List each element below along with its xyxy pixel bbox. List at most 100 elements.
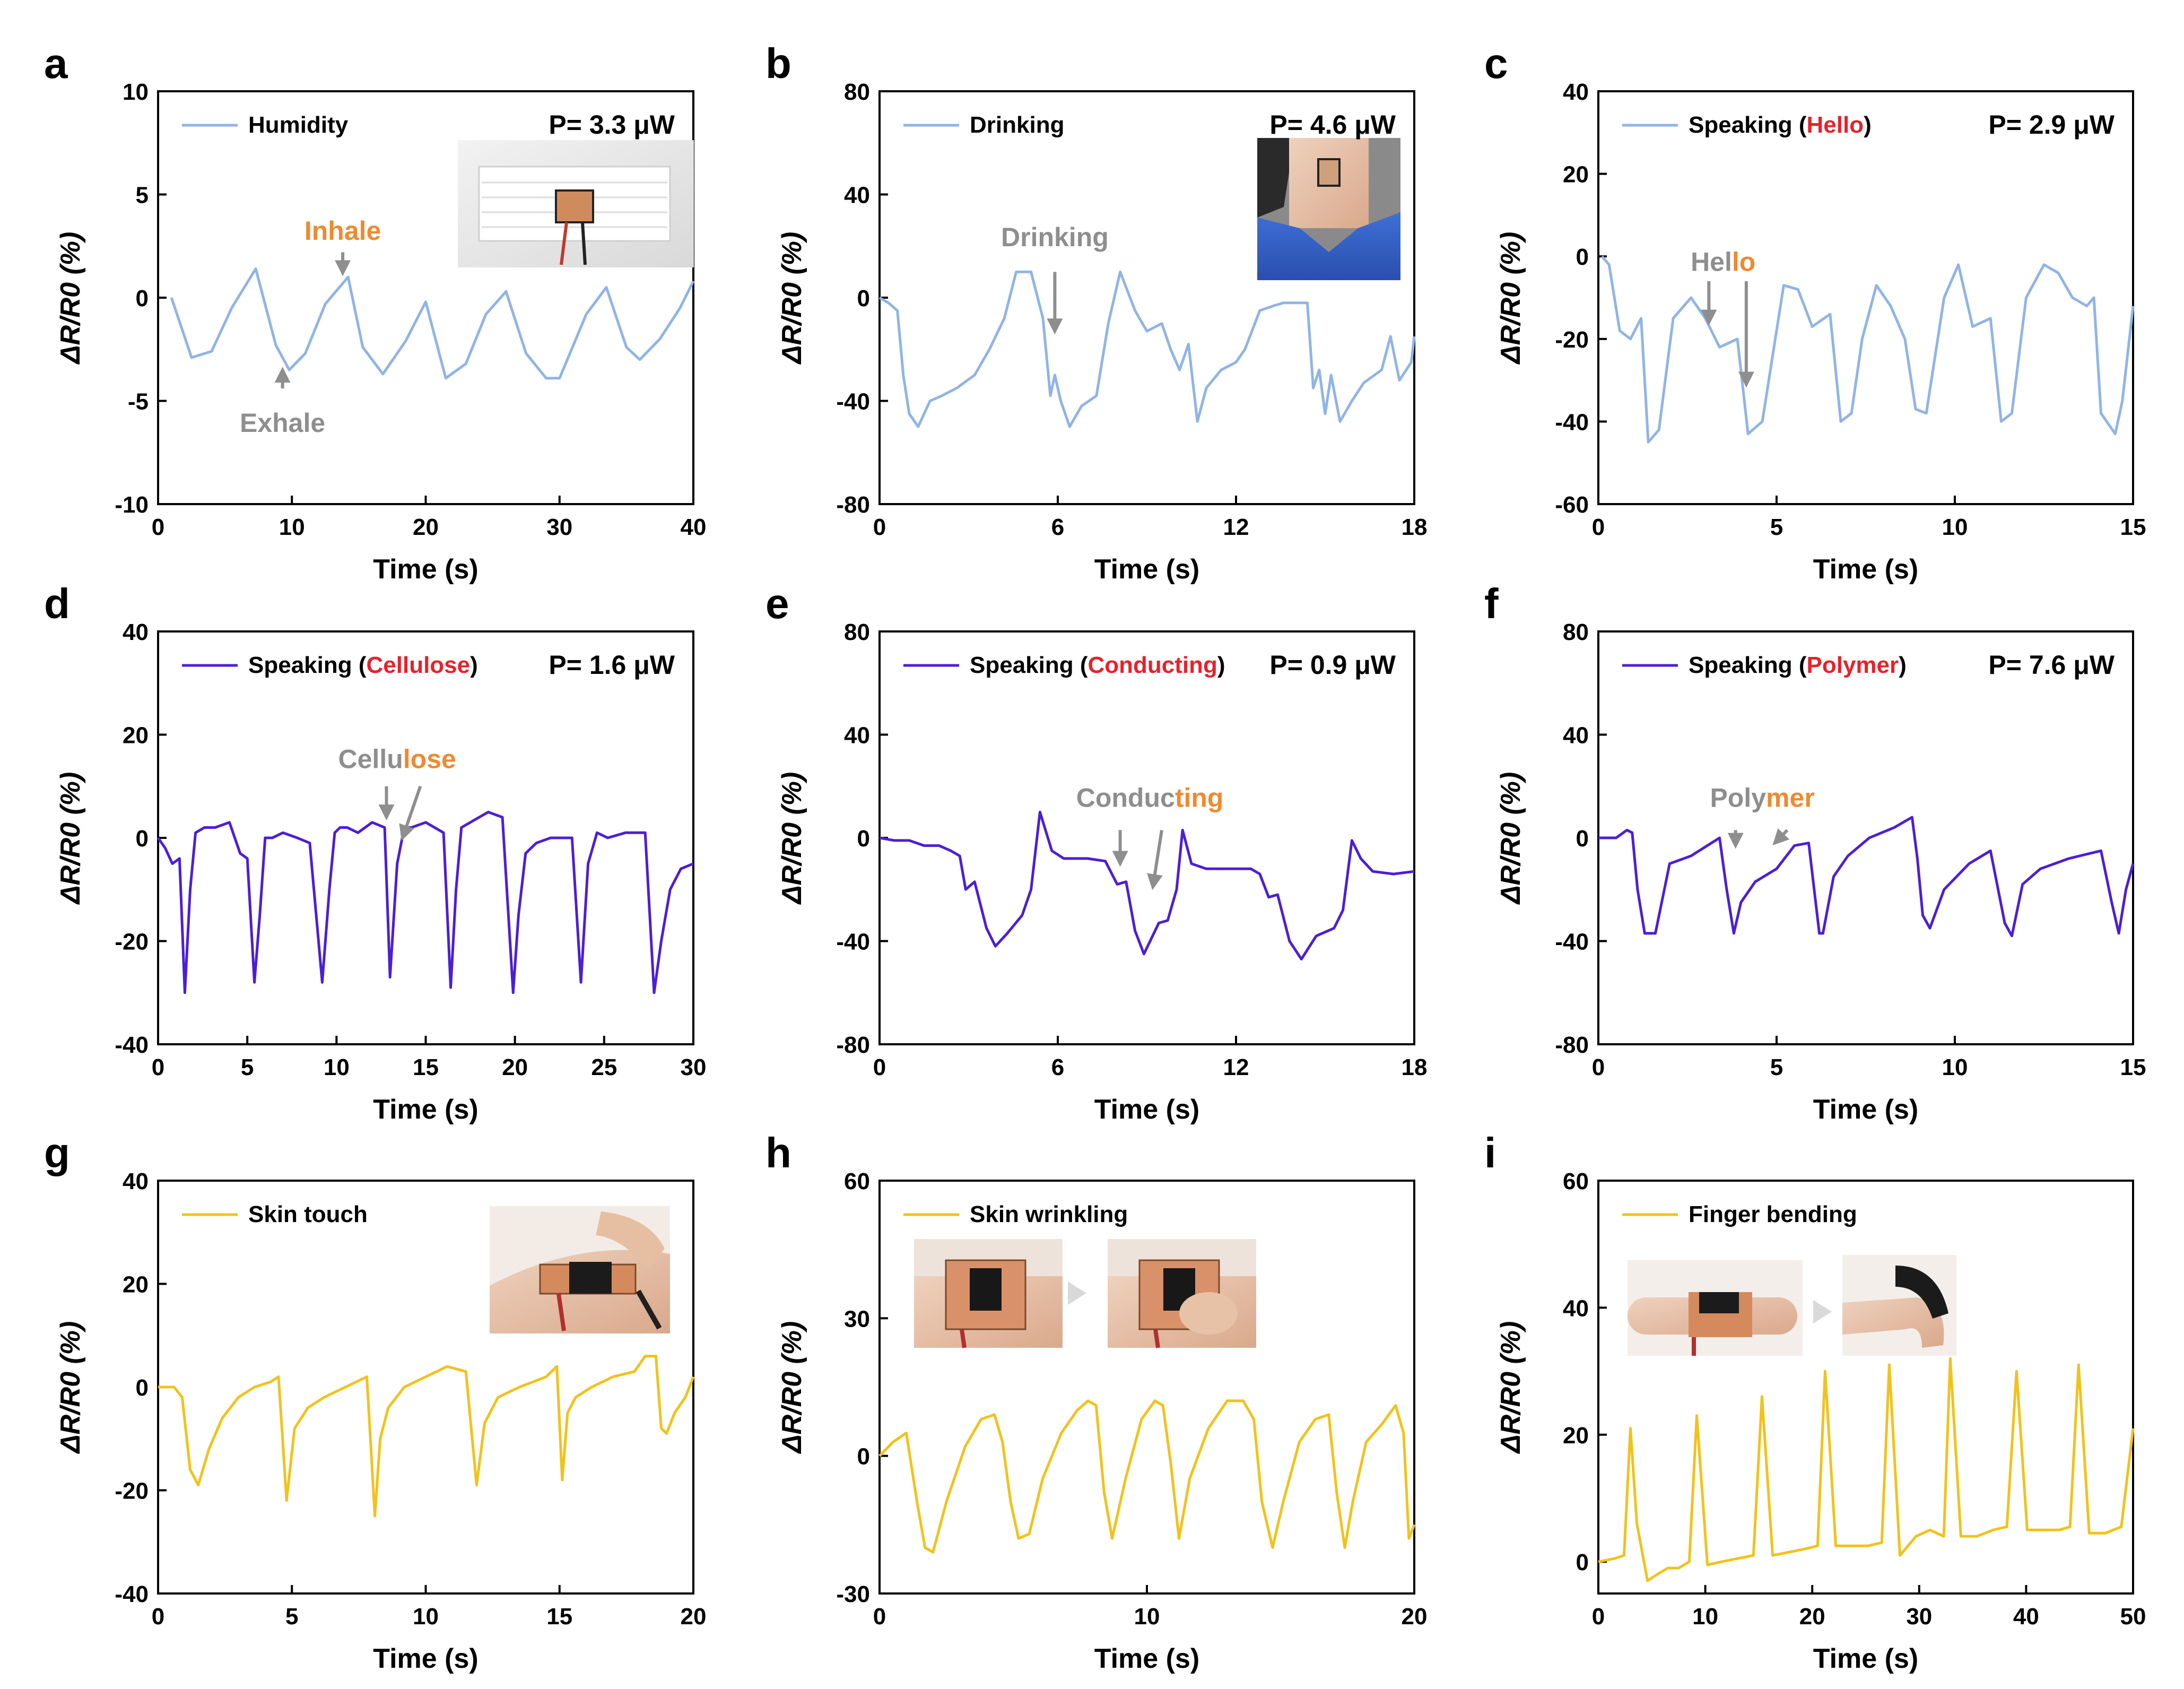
y-tick-label: 20 (123, 723, 149, 749)
x-tick-label: 10 (324, 1054, 350, 1080)
x-tick-label: 10 (1942, 514, 1968, 540)
shirt-shape (1257, 212, 1400, 280)
legend-suffix: ) (1864, 112, 1872, 138)
x-tick-label: 30 (546, 514, 572, 540)
chart-panel-c: c 0 5 10 15 -60 -40 -20 0 20 40 Time (s) ΔR/R0 (%) Sp… (1484, 40, 2146, 585)
legend-label: Skin wrinkling (970, 1201, 1128, 1227)
wire (556, 1293, 566, 1331)
x-tick-label: 20 (1402, 1604, 1428, 1630)
y-tick-label: 60 (1563, 1168, 1589, 1194)
sensor-film (970, 1268, 1002, 1311)
inset-photo (490, 1206, 670, 1333)
plot-frame (157, 630, 694, 1045)
x-tick-label: 5 (1770, 1054, 1783, 1080)
wire (1153, 1329, 1160, 1348)
y-tick-label: 0 (1576, 1549, 1589, 1575)
series-line (158, 1355, 695, 1518)
series-line (1598, 1357, 2135, 1582)
y-tick-label: 80 (1563, 619, 1589, 645)
y-tick-label: 80 (844, 79, 870, 105)
y-tick-label: -40 (1555, 409, 1589, 435)
y-axis-label: ΔR/R0 (%) (55, 1321, 86, 1454)
inset-photo (458, 140, 694, 267)
annotation-part: Poly (1710, 783, 1766, 813)
annotation-part: ting (1175, 783, 1224, 813)
y-tick-label: 10 (123, 79, 149, 105)
x-axis-label: Time (s) (1094, 1643, 1199, 1674)
legend-label: Speaking (Cellulose) (248, 652, 478, 678)
y-tick-label: -10 (115, 492, 149, 518)
y-axis-label: ΔR/R0 (%) (777, 1321, 807, 1454)
x-tick-label: 12 (1223, 1054, 1249, 1080)
chart-panel-d: d 0 5 10 15 20 25 30 -40 -20 0 20 40 Time (s) ΔR/R0 (%… (44, 580, 706, 1125)
annotation-label: Drinking (1001, 222, 1109, 252)
annotation-part: Conduc (1076, 783, 1175, 813)
annotation-part: Exhale (240, 408, 325, 438)
legend-prefix: Humidity (248, 112, 349, 138)
wire (960, 1329, 967, 1348)
panel-letter: f (1484, 580, 1499, 627)
legend-label: Humidity (248, 112, 349, 138)
y-tick-label: 0 (1576, 244, 1589, 270)
plot-frame (878, 630, 1415, 1045)
chart-panel-a: a 0 10 20 30 40 -10 -5 0 5 10 Time (s) ΔR/R0 (%) Humi… (44, 40, 706, 585)
x-tick-label: 25 (591, 1054, 617, 1080)
panel-letter: d (44, 580, 70, 627)
y-axis-label: ΔR/R0 (%) (1495, 232, 1526, 365)
y-tick-label: 5 (136, 183, 149, 209)
x-tick-label: 20 (502, 1054, 528, 1080)
legend-suffix: ) (1217, 652, 1225, 678)
x-tick-label: 50 (2120, 1604, 2146, 1630)
x-tick-label: 5 (241, 1054, 254, 1080)
x-tick-label: 0 (873, 1054, 886, 1080)
inset-photo (914, 1239, 1256, 1348)
panel-letter: a (44, 40, 68, 87)
x-tick-label: 0 (1592, 1054, 1605, 1080)
inset-photo (1257, 138, 1400, 280)
x-tick-label: 10 (279, 514, 305, 540)
y-tick-label: -40 (836, 929, 870, 955)
annotation-arrow (399, 785, 422, 841)
y-axis-label: ΔR/R0 (%) (777, 772, 807, 905)
y-tick-label: 40 (1563, 1295, 1589, 1321)
legend-word: Hello (1807, 112, 1864, 138)
series-line (1598, 816, 2135, 938)
sensor-film (1895, 1266, 1948, 1319)
panel-letter: g (44, 1129, 70, 1176)
power-label: P= 7.6 μW (1988, 650, 2115, 680)
power-label: P= 4.6 μW (1269, 110, 1396, 140)
x-tick-label: 18 (1402, 1054, 1428, 1080)
annotation-part: Inhale (304, 216, 381, 246)
legend-label: Speaking (Conducting) (970, 652, 1225, 678)
legend-prefix: Skin wrinkling (970, 1201, 1128, 1227)
x-tick-label: 5 (1770, 514, 1783, 540)
annotation-part: lo (1732, 247, 1755, 276)
inset-photo (1628, 1255, 1956, 1356)
annotation-label: Inhale (304, 216, 381, 246)
y-tick-label: -80 (1555, 1032, 1589, 1058)
legend-prefix: Speaking ( (970, 652, 1088, 678)
x-axis-label: Time (s) (373, 1094, 478, 1125)
chart-panel-e: e 0 6 12 18 -80 -40 0 40 80 Time (s) ΔR/R0 (%) Speak… (765, 580, 1427, 1125)
arrow-right-icon (1813, 1300, 1832, 1323)
series-line (878, 1399, 1416, 1554)
panel-letter: i (1484, 1129, 1496, 1176)
x-tick-label: 0 (1592, 1604, 1605, 1630)
sensor-film (569, 1262, 612, 1294)
y-tick-label: -80 (836, 1032, 870, 1058)
y-axis-label: ΔR/R0 (%) (1495, 772, 1526, 905)
x-tick-label: 15 (2120, 514, 2146, 540)
y-tick-label: 60 (844, 1168, 870, 1194)
x-tick-label: 0 (152, 1604, 164, 1630)
annotation-label: Hello (1691, 247, 1755, 276)
x-tick-label: 10 (1134, 1604, 1160, 1630)
legend-label: Skin touch (248, 1201, 368, 1227)
legend-word: Polymer (1807, 652, 1899, 678)
x-tick-label: 40 (681, 514, 707, 540)
legend-prefix: Skin touch (248, 1201, 368, 1227)
x-axis-label: Time (s) (1813, 1094, 1918, 1125)
x-tick-label: 15 (546, 1604, 572, 1630)
y-axis-label: ΔR/R0 (%) (55, 772, 86, 905)
x-axis-label: Time (s) (373, 554, 478, 585)
